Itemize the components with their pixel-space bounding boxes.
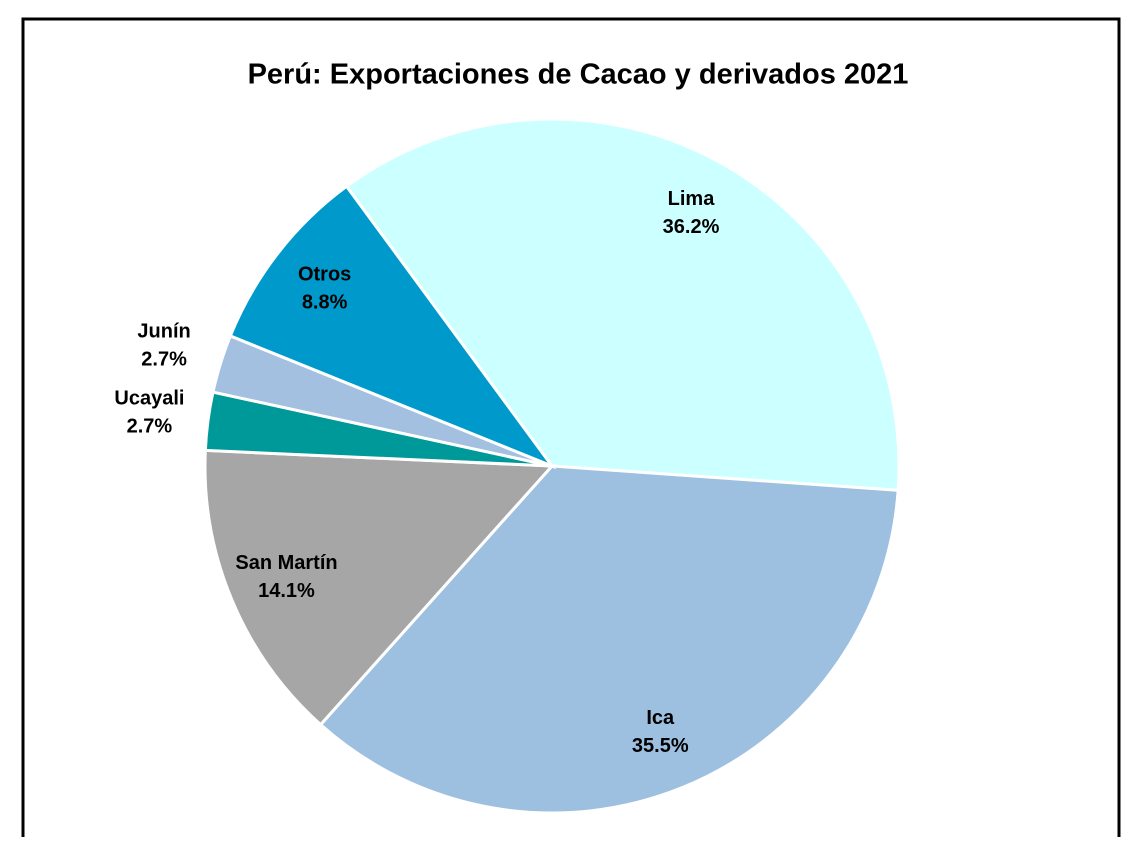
- category-label: Lima: [668, 188, 716, 210]
- value-label: 35.5%: [632, 735, 689, 757]
- pie-slice: [203, 448, 556, 727]
- category-label: San Martín: [235, 552, 337, 574]
- category-label: Ica: [646, 707, 675, 729]
- pie-slice: [344, 117, 901, 492]
- chart-title: Perú: Exportaciones de Cacao y derivados…: [248, 59, 909, 91]
- value-label: 2.7%: [127, 416, 173, 438]
- value-label: 36.2%: [663, 216, 720, 238]
- pie-slice: [318, 464, 900, 815]
- category-label: Otros: [298, 264, 351, 286]
- value-label: 2.7%: [141, 348, 187, 370]
- value-label: 8.8%: [302, 292, 348, 314]
- pie-slice: [228, 184, 557, 470]
- category-label: Junín: [137, 320, 190, 342]
- value-label: 14.1%: [258, 580, 315, 602]
- category-label: Ucayali: [114, 388, 184, 410]
